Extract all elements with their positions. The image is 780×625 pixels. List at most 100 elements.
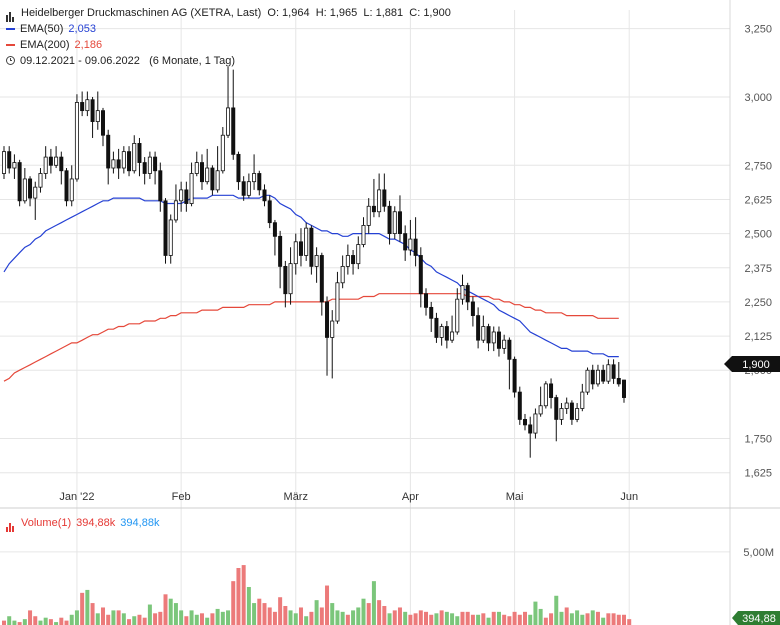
volume-bar: [173, 603, 178, 625]
volume-bar: [278, 597, 283, 625]
candle: [429, 301, 434, 332]
candle-body: [319, 255, 324, 303]
candle-body: [533, 413, 538, 434]
legend-ema200[interactable]: EMA(200) 2,186: [6, 38, 102, 53]
volume-bar: [127, 619, 132, 625]
candle-body: [22, 178, 27, 202]
candle: [580, 383, 585, 412]
candle: [226, 66, 231, 138]
candle: [132, 135, 137, 174]
candle: [142, 157, 147, 185]
candle-body: [325, 301, 330, 338]
volume-bar: [226, 610, 231, 625]
candle: [22, 168, 27, 204]
volume-bar: [564, 607, 569, 625]
volume-bar: [455, 616, 460, 625]
volume-bar: [392, 610, 397, 625]
candle-body: [2, 151, 7, 174]
candle: [215, 146, 220, 193]
candle-body: [330, 320, 335, 338]
candle: [100, 107, 105, 147]
legend-volume[interactable]: Volume(1) 394,88k 394,88k: [6, 516, 159, 532]
volume-bar: [424, 611, 429, 625]
ema200-line: [3, 293, 619, 382]
volume-bar: [351, 610, 356, 625]
volume-bar: [2, 620, 6, 625]
x-tick-label: Jan '22: [59, 491, 94, 503]
candle-body: [116, 159, 121, 169]
volume-bar: [439, 610, 444, 625]
volume-bar: [465, 611, 470, 625]
legend-ema50[interactable]: EMA(50) 2,053: [6, 22, 96, 37]
candle-body: [476, 315, 481, 341]
candle: [340, 255, 345, 289]
candle: [199, 154, 204, 190]
candle: [262, 184, 267, 207]
volume-bar: [22, 619, 27, 625]
candle: [231, 69, 236, 160]
candle: [569, 400, 574, 425]
candle-body: [611, 364, 616, 379]
candle: [434, 312, 439, 343]
candle: [64, 168, 69, 207]
ema50-value: 2,053: [68, 23, 96, 35]
candle-body: [74, 102, 79, 180]
candle: [210, 165, 215, 196]
candle: [366, 198, 371, 234]
instrument-name: Heidelberger Druckmaschinen AG (XETRA, L…: [21, 7, 262, 19]
volume-bar: [434, 613, 439, 625]
volume-bar: [502, 614, 507, 625]
candle: [486, 323, 491, 352]
candle-body: [512, 358, 517, 393]
volume-bar: [486, 617, 491, 625]
volume-bar: [585, 613, 590, 625]
candle-body: [590, 369, 595, 385]
candle-body: [356, 244, 361, 265]
candle-body: [465, 285, 470, 303]
candle: [330, 310, 335, 379]
volume-bar: [387, 613, 392, 625]
volume-bar: [48, 619, 53, 625]
candle-body: [64, 170, 69, 202]
volume-bar: [90, 603, 95, 625]
candle-body: [507, 339, 512, 360]
y-tick-label: 2,250: [744, 297, 772, 309]
candlesticks: [2, 66, 627, 458]
volume-bar: [28, 610, 33, 625]
y-tick-label: 2,625: [744, 194, 772, 206]
candle-body: [439, 326, 444, 338]
volume-bar: [622, 614, 626, 625]
volume-bar: [7, 616, 12, 625]
volume-bar: [194, 614, 199, 625]
candle-body: [298, 241, 303, 256]
volume-bar: [33, 616, 38, 625]
candle: [361, 217, 366, 248]
candle: [606, 359, 611, 384]
volume-bar: [147, 604, 152, 625]
candle: [137, 137, 142, 177]
volume-bar: [43, 617, 48, 625]
candle-body: [220, 134, 225, 172]
candle-body: [288, 263, 293, 295]
candle: [74, 94, 79, 182]
y-tick-label: 2,750: [744, 160, 772, 172]
candle-body: [205, 167, 210, 183]
volume-bar: [366, 603, 371, 625]
volume-bar: [252, 603, 257, 625]
candle: [111, 151, 116, 174]
volume-bar: [106, 614, 111, 625]
candle-body: [616, 378, 621, 385]
volume-bar: [408, 614, 413, 625]
candle-body: [226, 107, 231, 136]
volume-bar: [543, 617, 548, 625]
candle: [590, 364, 595, 390]
volume-bar: [262, 603, 267, 625]
candle: [507, 337, 512, 390]
volume-bar: [231, 581, 236, 625]
candle-body: [293, 241, 298, 265]
candle: [377, 173, 382, 218]
candle: [491, 326, 496, 352]
candle-body: [455, 298, 460, 333]
